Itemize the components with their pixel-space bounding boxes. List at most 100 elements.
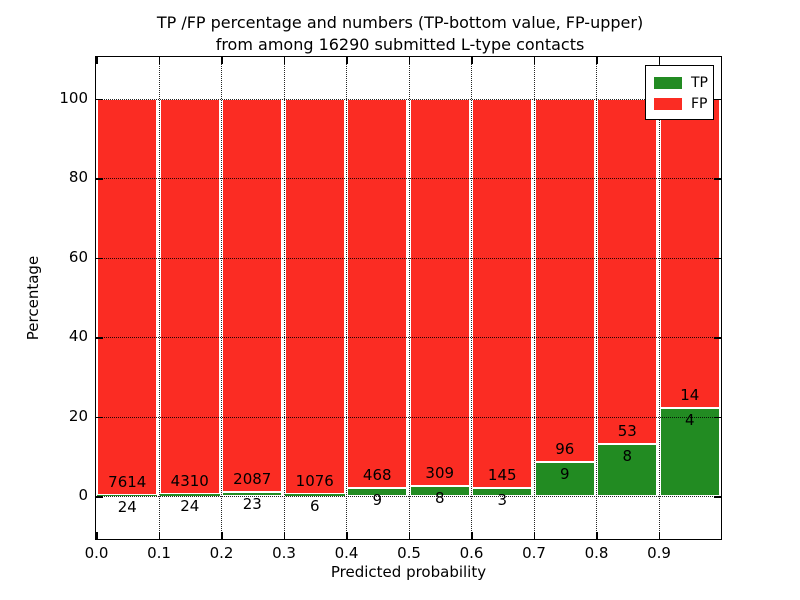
x-tick-label: 0.7 (522, 544, 546, 562)
fp-bar-segment (347, 98, 407, 488)
x-tick-label: 0.8 (584, 544, 609, 562)
tp-bar-segment (159, 494, 220, 496)
y-tick-mark-right (714, 496, 721, 498)
tp-swatch-icon (654, 76, 682, 89)
vertical-gridline (221, 57, 222, 539)
y-tick-label: 60 (68, 247, 88, 266)
horizontal-gridline (96, 257, 721, 259)
fp-bar-segment (534, 98, 595, 462)
legend-label-tp: TP (691, 74, 708, 91)
tp-bar-segment (97, 495, 157, 496)
x-tick-mark (346, 532, 348, 539)
y-tick-mark-right (714, 416, 721, 418)
fp-bar-segment (597, 98, 657, 444)
x-tick-mark (471, 532, 473, 539)
x-tick-mark (96, 532, 98, 539)
fp-bar-segment (409, 98, 470, 486)
legend-row-tp: TP (654, 72, 708, 93)
horizontal-gridline (96, 337, 721, 338)
tp-bar-segment (409, 486, 470, 496)
x-tick-mark-top (471, 57, 473, 64)
fp-count-label: 7614 (108, 473, 147, 491)
fp-count-label: 2087 (233, 470, 272, 488)
horizontal-gridline (96, 98, 721, 100)
x-tick-label: 0.6 (459, 544, 484, 562)
tp-count-label: 24 (117, 498, 137, 516)
vertical-gridline (596, 57, 597, 539)
tp-count-label: 24 (180, 497, 200, 515)
fp-bar-segment (284, 98, 345, 494)
y-tick-label: 80 (68, 168, 88, 186)
tp-bar-segment (659, 408, 720, 496)
fp-bar-segment (97, 98, 157, 495)
vertical-gridline (408, 57, 410, 539)
tp-count-label: 4 (684, 411, 695, 429)
tp-count-label: 3 (497, 491, 508, 509)
fp-bar-segment (472, 98, 532, 488)
y-tick-mark (96, 337, 103, 339)
chart-title-line2: from among 16290 submitted L-type contac… (215, 35, 585, 54)
tp-bar-segment (534, 462, 595, 496)
y-tick-mark-right (714, 257, 721, 259)
fp-count-label: 53 (617, 422, 637, 440)
y-tick-label: 0 (78, 486, 88, 504)
x-tick-mark (221, 532, 223, 539)
x-tick-mark-top (221, 57, 223, 64)
x-tick-label: 0.5 (397, 544, 421, 562)
x-tick-mark (533, 532, 535, 539)
x-axis-label: Predicted probability (330, 563, 487, 581)
tp-bar-segment (472, 488, 532, 496)
y-tick-mark-right (714, 98, 721, 100)
y-tick-mark-right (714, 178, 721, 180)
x-tick-mark (658, 532, 660, 539)
vertical-gridline (158, 57, 160, 539)
x-tick-mark-top (408, 57, 410, 64)
x-tick-mark (596, 532, 598, 539)
fp-count-label: 96 (555, 440, 575, 458)
legend: TP FP (645, 65, 714, 120)
x-tick-mark (408, 532, 410, 539)
horizontal-gridline (96, 178, 721, 179)
fp-count-label: 4310 (170, 472, 209, 490)
x-tick-label: 0.3 (272, 544, 296, 562)
chart-title-line1: TP /FP percentage and numbers (TP-bottom… (156, 13, 644, 32)
legend-label-fp: FP (691, 95, 708, 112)
x-tick-mark-top (658, 57, 660, 64)
x-tick-mark-top (346, 57, 348, 64)
x-tick-mark-top (533, 57, 535, 64)
tp-count-label: 6 (309, 497, 320, 515)
fp-bar-segment (159, 98, 220, 494)
x-tick-label: 0.9 (647, 544, 671, 562)
fp-bar-segment (659, 98, 720, 408)
vertical-gridline (533, 57, 535, 539)
y-tick-label: 40 (68, 327, 88, 345)
vertical-gridline (283, 57, 285, 539)
y-tick-mark-right (714, 337, 721, 339)
tp-bar-segment (597, 444, 657, 496)
y-tick-mark (96, 496, 103, 498)
fp-count-label: 14 (680, 386, 700, 404)
fp-count-label: 1076 (295, 472, 334, 490)
y-tick-mark (96, 98, 103, 100)
x-tick-label: 0.1 (147, 544, 171, 562)
horizontal-gridline (96, 496, 721, 497)
tp-count-label: 23 (242, 495, 262, 513)
x-tick-mark-top (596, 57, 598, 64)
x-tick-mark (158, 532, 160, 539)
fp-count-label: 468 (362, 466, 392, 484)
tp-bar-segment (284, 494, 345, 496)
x-tick-label: 0.2 (209, 544, 234, 562)
x-tick-mark-top (158, 57, 160, 64)
vertical-gridline (471, 57, 472, 539)
fp-bar-segment (222, 98, 282, 492)
fp-count-label: 145 (487, 466, 517, 484)
fp-count-label: 309 (425, 464, 455, 482)
x-tick-mark-top (96, 57, 98, 64)
y-tick-label: 100 (59, 88, 88, 107)
vertical-gridline (346, 57, 347, 539)
vertical-gridline (658, 57, 660, 539)
tp-count-label: 8 (434, 489, 445, 507)
tp-bar-segment (347, 488, 407, 496)
tp-count-label: 9 (372, 491, 383, 509)
